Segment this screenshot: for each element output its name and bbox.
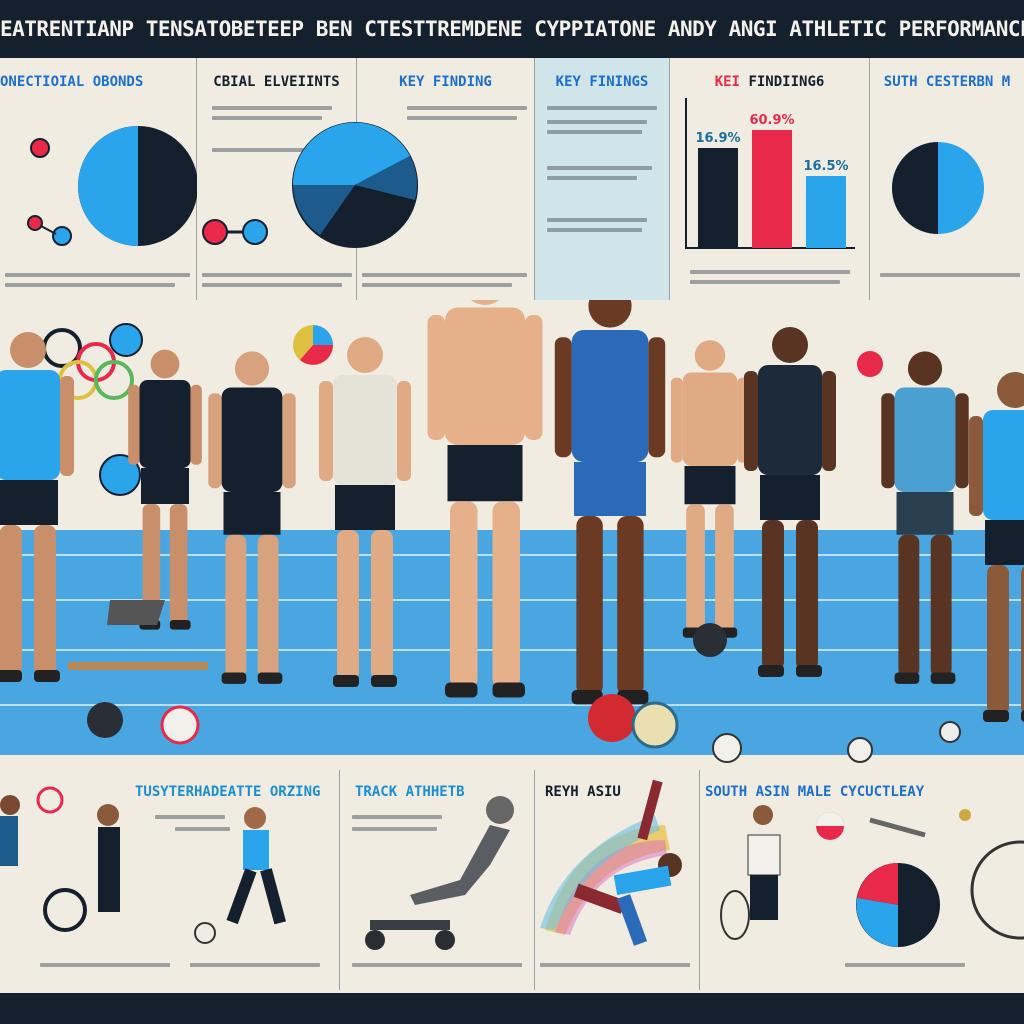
text-line — [202, 273, 352, 277]
text-line — [547, 228, 642, 232]
panel-heading: REYH ASIU — [545, 784, 621, 800]
panel-heading: KEI FINDIING6 — [670, 74, 869, 90]
panel-south-asian-runner: REYH ASIU — [535, 770, 700, 990]
badge-icon — [857, 351, 883, 377]
text-line — [212, 116, 322, 120]
heading-text: FINDIING6 — [748, 74, 825, 90]
molecule-icon — [27, 215, 43, 231]
text-line — [352, 827, 437, 831]
bar-label-2: 16.5% — [803, 159, 848, 174]
badge-icon — [99, 454, 141, 496]
text-line — [40, 963, 170, 967]
text-line — [155, 815, 225, 819]
pie-chart-key-finding — [292, 122, 418, 248]
text-line — [547, 218, 647, 222]
pie-chart — [892, 142, 984, 234]
panel-south-asian-cyclist: SOUTH ASIN MALE CYCUCTLEAY — [700, 770, 1024, 990]
molecule-icon — [30, 138, 50, 158]
racket-icon — [720, 890, 750, 940]
page-title: EATRENTIANP TENSATOBETEEP BEN CTESTTREMD… — [0, 17, 1024, 41]
athlete-figure — [554, 300, 666, 705]
panel-heading: ONECTIOIAL OBONDS — [0, 74, 144, 90]
text-line — [547, 166, 652, 170]
molecule-icon — [52, 226, 72, 246]
athlete-figure — [0, 332, 74, 682]
text-line — [547, 130, 642, 134]
footer-bar — [0, 993, 1024, 1024]
athletes-illustration — [0, 786, 286, 944]
text-line — [547, 176, 637, 180]
text-line — [407, 116, 517, 120]
panel-heading: KEY FININGS — [555, 74, 649, 90]
panel-heading: TUSYTERHADEATTE ORZING — [135, 784, 321, 800]
laptop-icon — [107, 600, 165, 625]
title-bar: EATRENTIANP TENSATOBETEEP BEN CTESTTREMD… — [0, 0, 1024, 58]
text-line — [547, 106, 657, 110]
text-line — [190, 963, 320, 967]
panel-south-asian: SUTH CESTERBN M — [870, 58, 1024, 300]
panel-ionic-bonds: ONECTIOIAL OBONDS — [0, 58, 197, 300]
text-line — [5, 273, 190, 277]
athlete-figure — [969, 372, 1024, 722]
pie-chart — [27, 126, 197, 246]
athlete-figure — [670, 340, 750, 638]
text-line — [212, 148, 322, 152]
athletes-scene — [0, 300, 1024, 763]
text-line — [407, 106, 527, 110]
bar-label-0: 16.9% — [695, 131, 740, 146]
text-line — [362, 283, 512, 287]
molecule-icon — [202, 219, 268, 245]
bar-chart-axis — [685, 98, 855, 249]
bicycle-wheel-icon — [970, 840, 1024, 940]
runner-illustration — [540, 779, 682, 946]
bar-0 — [698, 148, 738, 248]
athlete-figure — [208, 351, 296, 684]
panel-heading: SOUTH ASIN MALE CYCUCTLEAY — [705, 784, 925, 800]
text-line — [845, 963, 965, 967]
bicycle-wheel-icon — [43, 888, 87, 932]
panel-heading: TRACK ATHHETB — [355, 784, 465, 800]
athlete-figure — [427, 300, 543, 698]
bar-chart: 16.9% 60.9% 16.5% — [685, 98, 855, 249]
text-line — [352, 815, 442, 819]
panel-key-findings: KEY FININGS — [535, 58, 670, 300]
heading-accent: KEI — [714, 74, 740, 90]
text-line — [690, 270, 850, 274]
text-line — [547, 120, 647, 124]
text-line — [212, 106, 332, 110]
athlete-silhouette — [365, 796, 514, 950]
panel-key-findings-chart: KEI FINDIING6 16.9% 60.9% 16.5% — [670, 58, 870, 300]
athlete-figure — [744, 327, 836, 677]
badge-icon — [109, 323, 143, 357]
pie-slice-blue — [78, 126, 138, 246]
panel-track-athletes: TRACK ATHHETB — [340, 770, 535, 990]
athlete-figure — [319, 337, 411, 687]
athlete-figure — [881, 351, 969, 684]
panel-heading: CBIAL ELVEIINTS — [213, 74, 340, 90]
racket-icon — [194, 922, 216, 944]
balls — [87, 623, 961, 763]
text-line — [175, 827, 230, 831]
text-line — [362, 273, 527, 277]
cyclist-illustration — [720, 805, 1024, 947]
panel-crucial-elements: CBIAL ELVEIINTS — [197, 58, 357, 300]
text-line — [880, 273, 1020, 277]
text-line — [202, 283, 342, 287]
text-line — [352, 963, 522, 967]
panel-heading: KEY FINDING — [399, 74, 492, 90]
panel-heading: SUTH CESTERBN M — [883, 74, 1011, 90]
text-line — [540, 963, 690, 967]
text-line — [690, 280, 840, 284]
bar-label-1: 60.9% — [749, 113, 794, 128]
bench — [68, 662, 208, 670]
panel-bottom-1: TUSYTERHADEATTE ORZING — [0, 770, 340, 990]
bar-1 — [752, 130, 792, 248]
text-line — [5, 283, 175, 287]
bar-2 — [806, 176, 846, 248]
